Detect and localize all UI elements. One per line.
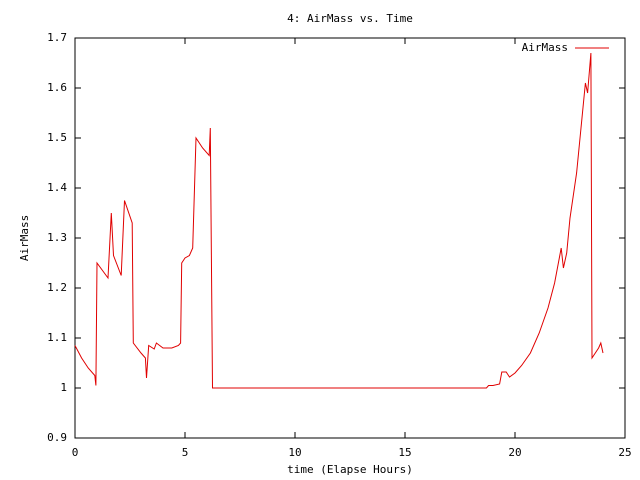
y-tick-label: 1.7 xyxy=(47,31,67,44)
chart-title: 4: AirMass vs. Time xyxy=(287,12,413,25)
x-tick-label: 10 xyxy=(288,446,301,459)
y-tick-label: 1.1 xyxy=(47,331,67,344)
y-tick-label: 1.3 xyxy=(47,231,67,244)
y-tick-label: 1 xyxy=(60,381,67,394)
data-line xyxy=(74,52,604,389)
legend-label: AirMass xyxy=(522,41,568,54)
x-axis-label: time (Elapse Hours) xyxy=(287,463,413,476)
y-tick-label: 1.6 xyxy=(47,81,67,94)
y-tick-label: 1.2 xyxy=(47,281,67,294)
y-axis-label: AirMass xyxy=(18,215,31,261)
x-tick-label: 15 xyxy=(398,446,411,459)
x-tick-label: 20 xyxy=(508,446,521,459)
x-tick-label: 0 xyxy=(72,446,79,459)
y-tick-label: 0.9 xyxy=(47,431,67,444)
x-tick-label: 5 xyxy=(182,446,189,459)
x-tick-label: 25 xyxy=(618,446,631,459)
y-tick-label: 1.4 xyxy=(47,181,67,194)
y-tick-label: 1.5 xyxy=(47,131,67,144)
